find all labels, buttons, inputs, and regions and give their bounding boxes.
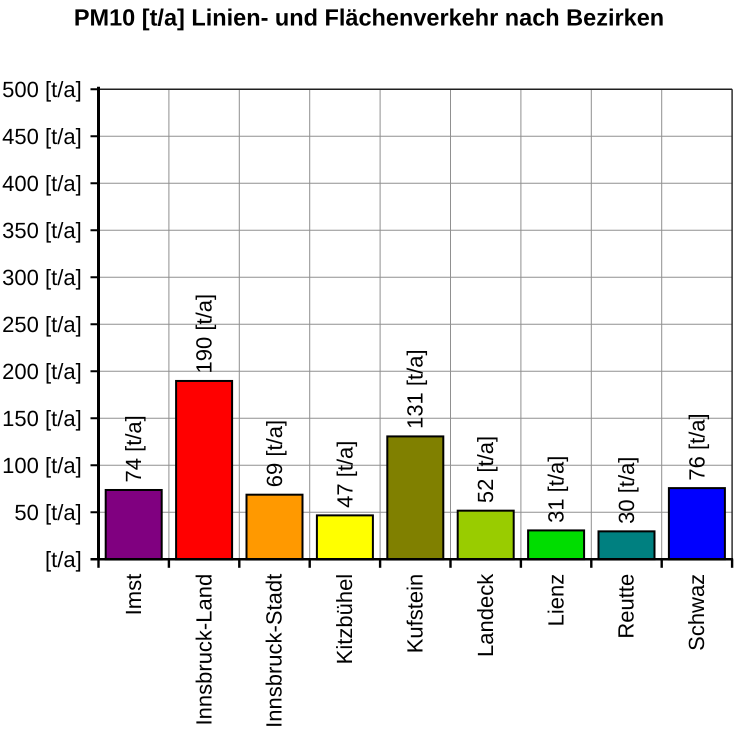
svg-text:Lienz: Lienz [543,574,568,627]
svg-text:52 [t/a]: 52 [t/a] [473,436,498,503]
svg-text:190 [t/a]: 190 [t/a] [192,294,217,374]
svg-text:250 [t/a]: 250 [t/a] [2,312,82,337]
svg-text:150 [t/a]: 150 [t/a] [2,406,82,431]
svg-text:300 [t/a]: 300 [t/a] [2,265,82,290]
svg-text:450 [t/a]: 450 [t/a] [2,124,82,149]
svg-text:Reutte: Reutte [614,574,639,639]
svg-text:31 [t/a]: 31 [t/a] [544,456,569,523]
svg-text:Innsbruck-Stadt: Innsbruck-Stadt [262,574,287,728]
svg-text:Kufstein: Kufstein [403,574,428,654]
svg-text:100 [t/a]: 100 [t/a] [2,453,82,478]
svg-text:400 [t/a]: 400 [t/a] [2,171,82,196]
svg-text:30 [t/a]: 30 [t/a] [614,457,639,524]
svg-text:350 [t/a]: 350 [t/a] [2,218,82,243]
svg-text:Kitzbühel: Kitzbühel [332,574,357,665]
svg-text:69 [t/a]: 69 [t/a] [262,420,287,487]
svg-text:200 [t/a]: 200 [t/a] [2,359,82,384]
svg-text:Landeck: Landeck [473,573,498,657]
svg-text:Schwaz: Schwaz [684,574,709,651]
svg-text:131 [t/a]: 131 [t/a] [403,349,428,429]
svg-text:76 [t/a]: 76 [t/a] [684,413,709,480]
svg-text:Innsbruck-Land: Innsbruck-Land [191,574,216,726]
svg-text:PM10 [t/a] Linien- und Flächen: PM10 [t/a] Linien- und Flächenverkehr na… [74,4,664,30]
svg-text:50 [t/a]: 50 [t/a] [14,500,81,525]
svg-text:74 [t/a]: 74 [t/a] [121,415,146,482]
svg-text:[t/a]: [t/a] [45,547,82,572]
svg-text:500 [t/a]: 500 [t/a] [2,77,82,102]
svg-text:47 [t/a]: 47 [t/a] [332,441,357,508]
svg-text:Imst: Imst [121,574,146,616]
